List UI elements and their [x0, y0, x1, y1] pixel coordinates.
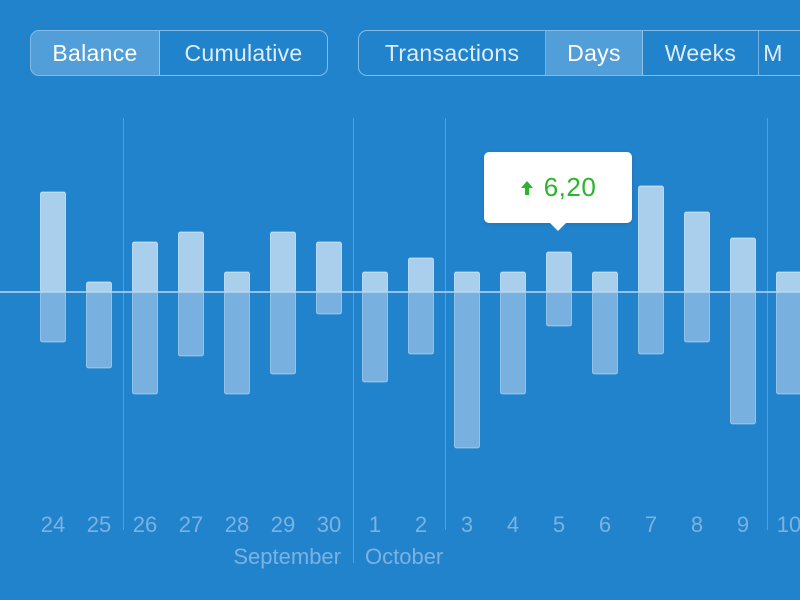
month-label: September [233, 544, 341, 569]
expense-bar [684, 291, 710, 343]
tooltip-value: 6,20 [543, 172, 597, 202]
period-segmented-control: Transactions Days Weeks M [358, 30, 800, 76]
day-label: 9 [737, 512, 749, 537]
day-label: 1 [369, 512, 381, 537]
day-label: 30 [317, 512, 341, 537]
expense-bar [316, 291, 342, 315]
day-label: 24 [41, 512, 65, 537]
weeks-tab[interactable]: Weeks [643, 31, 760, 75]
day-label: 28 [225, 512, 249, 537]
expense-bar [500, 291, 526, 395]
expense-bar [546, 291, 572, 327]
arrow-up-icon [520, 180, 533, 195]
expense-bar [270, 291, 296, 375]
income-bar [316, 241, 342, 293]
day-label: 5 [553, 512, 565, 537]
days-tab[interactable]: Days [546, 31, 643, 75]
expense-bar [730, 291, 756, 425]
expense-bar [224, 291, 250, 395]
income-bar [776, 271, 800, 293]
income-bar [454, 271, 480, 293]
income-bar [500, 271, 526, 293]
expense-bar [40, 291, 66, 343]
day-label: 26 [133, 512, 157, 537]
transactions-tab[interactable]: Transactions [359, 31, 547, 75]
day-label: 27 [179, 512, 203, 537]
expense-bar [776, 291, 800, 395]
expense-bar [362, 291, 388, 383]
expense-bar [178, 291, 204, 357]
income-bar [40, 191, 66, 293]
expense-bar [132, 291, 158, 395]
months-tab[interactable]: M [763, 39, 783, 66]
day-label: 3 [461, 512, 473, 537]
income-bar [178, 231, 204, 293]
value-tooltip: 6,20 [484, 152, 632, 231]
day-label: 29 [271, 512, 295, 537]
day-label: 4 [507, 512, 519, 537]
balance-tab[interactable]: Balance [31, 31, 160, 75]
day-label: 2 [415, 512, 427, 537]
income-bar [362, 271, 388, 293]
income-bar [592, 271, 618, 293]
day-label: 10 [777, 512, 800, 537]
cumulative-tab[interactable]: Cumulative [184, 39, 303, 66]
income-bar [132, 241, 158, 293]
income-bar [408, 257, 434, 293]
expense-bar [86, 291, 112, 369]
day-label: 8 [691, 512, 703, 537]
income-bar [86, 281, 112, 293]
income-bar [730, 237, 756, 293]
expense-bar [592, 291, 618, 375]
mode-segmented-control: Balance Cumulative [30, 30, 328, 76]
month-label: October [365, 544, 443, 569]
income-bar [224, 271, 250, 293]
income-bar [684, 211, 710, 293]
expense-bar [408, 291, 434, 355]
income-bar [546, 251, 572, 293]
expense-bar [454, 291, 480, 449]
expense-bar [638, 291, 664, 355]
income-bar [638, 185, 664, 293]
day-label: 25 [87, 512, 111, 537]
day-label: 7 [645, 512, 657, 537]
income-bar [270, 231, 296, 293]
day-label: 6 [599, 512, 611, 537]
